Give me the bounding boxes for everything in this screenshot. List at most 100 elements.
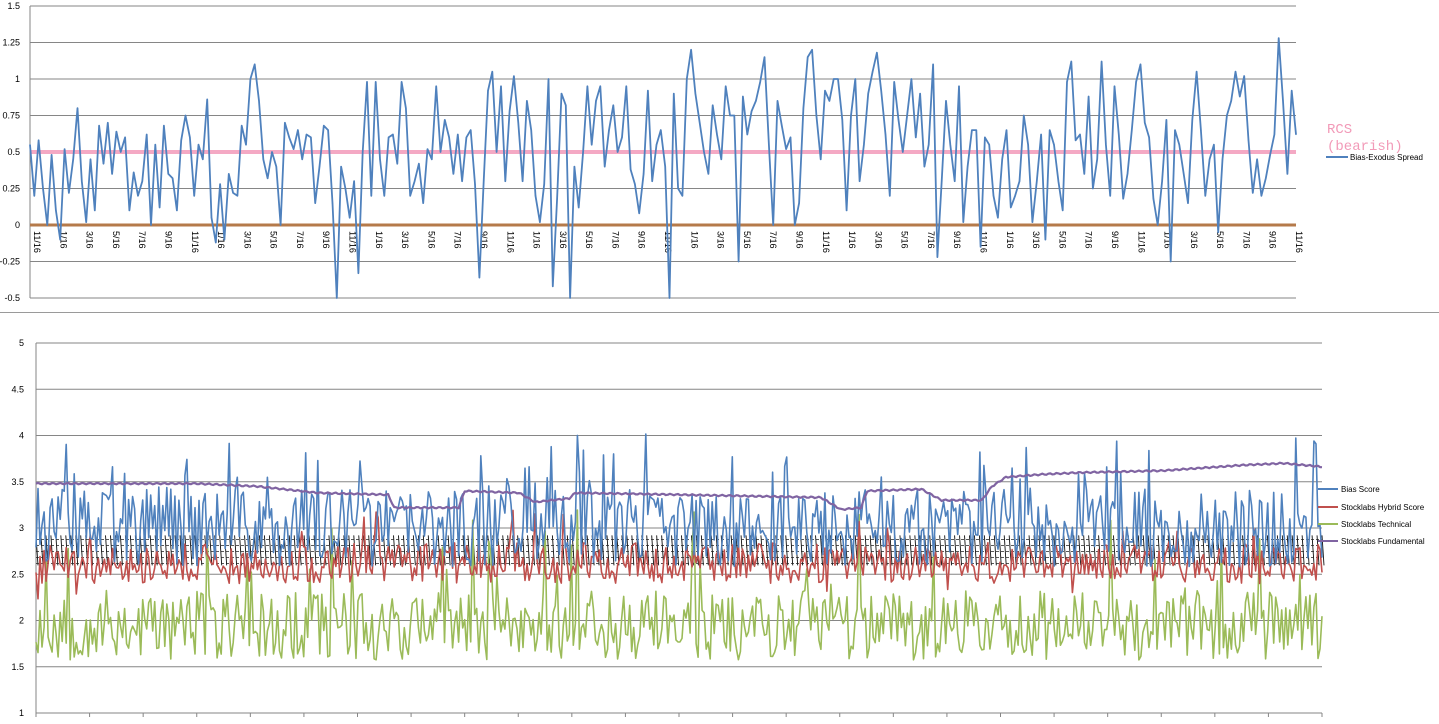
score-x-tick-mark <box>710 535 714 566</box>
spread-point <box>526 100 528 102</box>
spread-point <box>768 144 770 146</box>
spread-point <box>530 129 532 131</box>
spread-point <box>569 297 571 299</box>
spread-point <box>686 78 688 80</box>
spread-point <box>1183 173 1185 175</box>
spread-point <box>1161 180 1163 182</box>
spread-point <box>1135 81 1137 83</box>
spread-point <box>975 129 977 131</box>
spread-point <box>733 114 735 117</box>
spread-point <box>716 133 718 136</box>
spread-point <box>478 276 480 279</box>
spread-point <box>720 158 722 160</box>
spread-point <box>1291 90 1293 92</box>
spread-point <box>120 151 122 153</box>
score-y-tick: 2.5 <box>11 569 24 579</box>
spread-x-tick: 9/16 <box>163 231 173 249</box>
score-x-tick-mark <box>507 535 511 566</box>
spread-point <box>1131 129 1133 131</box>
spread-point <box>608 129 610 131</box>
spread-point <box>63 148 66 150</box>
score-x-tick-mark <box>651 535 655 566</box>
spread-point <box>1044 239 1046 241</box>
spread-point <box>68 192 70 194</box>
spread-point <box>331 202 334 204</box>
spread-point <box>746 133 748 136</box>
spread-point <box>880 90 882 92</box>
score-y-tick: 3.5 <box>11 477 24 487</box>
spread-point <box>979 246 982 248</box>
score-y-tick-labels: 1 1.5 2 2.5 3 3.5 4 4.5 5 <box>11 338 24 718</box>
spread-y-tick: -0.5 <box>4 293 20 303</box>
spread-point <box>150 224 152 226</box>
spread-point <box>1057 180 1059 182</box>
spread-point <box>932 63 934 65</box>
spread-point <box>971 129 973 131</box>
spread-point <box>1226 114 1228 117</box>
spread-x-tick: 1/16 <box>216 231 226 249</box>
spread-point <box>1079 133 1081 136</box>
spread-point <box>707 173 709 175</box>
spread-point <box>1005 129 1008 131</box>
spread-point <box>1105 144 1107 146</box>
spread-point <box>245 144 247 146</box>
spread-point <box>763 56 766 58</box>
spread-point <box>413 180 416 182</box>
spread-point <box>820 158 822 160</box>
spread-point <box>850 114 852 117</box>
spread-point <box>431 158 433 160</box>
spread-point <box>919 93 921 95</box>
spread-point <box>634 183 636 185</box>
spread-y-tick-labels: -0.5 -0.25 0 0.25 0.5 0.75 1 1.25 1.5 <box>0 1 20 303</box>
spread-point <box>534 195 537 197</box>
spread-point <box>858 180 861 182</box>
spread-point <box>1001 158 1003 160</box>
legend-label-fundamental: Stocklabs Fundamental <box>1341 537 1425 546</box>
spread-point <box>383 195 385 197</box>
spread-point <box>638 212 640 214</box>
score-x-tick-mark <box>1078 535 1082 566</box>
score-x-tick-mark <box>527 535 531 566</box>
spread-point <box>396 163 398 165</box>
spread-x-tick: 1/16 <box>58 231 68 249</box>
spread-point <box>323 125 325 127</box>
spread-point <box>807 56 809 58</box>
spread-point <box>280 224 282 226</box>
spread-x-tick: 7/16 <box>768 231 778 249</box>
spread-point <box>375 81 377 83</box>
score-x-tick-mark <box>546 535 550 566</box>
score-x-tick-mark <box>368 535 372 566</box>
spread-point <box>46 224 48 226</box>
spread-x-tick: 11/16 <box>1294 231 1304 253</box>
spread-point <box>1286 173 1288 175</box>
spread-x-tick: 11/16 <box>190 231 200 253</box>
spread-point <box>29 144 31 146</box>
spread-point <box>1191 119 1193 121</box>
spread-point <box>591 144 593 146</box>
spread-point <box>487 90 489 92</box>
spread-point <box>811 49 813 51</box>
score-x-tick-mark <box>1311 535 1315 566</box>
score-x-tick-mark <box>313 535 317 566</box>
spread-point <box>871 71 874 73</box>
spread-point <box>327 129 329 131</box>
spread-y-tick: 0.75 <box>2 111 20 121</box>
spread-point <box>1170 260 1172 263</box>
spread-point <box>651 180 653 182</box>
spread-point <box>846 209 848 211</box>
spread-x-tick: 3/16 <box>85 231 95 249</box>
spread-point <box>513 75 515 77</box>
score-x-tick-mark <box>1167 535 1171 566</box>
score-y-tick: 3 <box>19 523 24 533</box>
spread-point <box>556 198 558 200</box>
spread-point <box>1139 63 1142 65</box>
spread-point <box>111 173 113 175</box>
score-x-tick-mark <box>889 535 893 566</box>
spread-point <box>902 151 904 153</box>
spread-point <box>1148 136 1150 138</box>
spread-point <box>1066 81 1068 83</box>
spread-point <box>625 85 627 87</box>
rcs-label: RCS <box>1327 122 1352 138</box>
spread-point <box>444 119 446 121</box>
spread-x-tick: 5/16 <box>742 231 752 249</box>
